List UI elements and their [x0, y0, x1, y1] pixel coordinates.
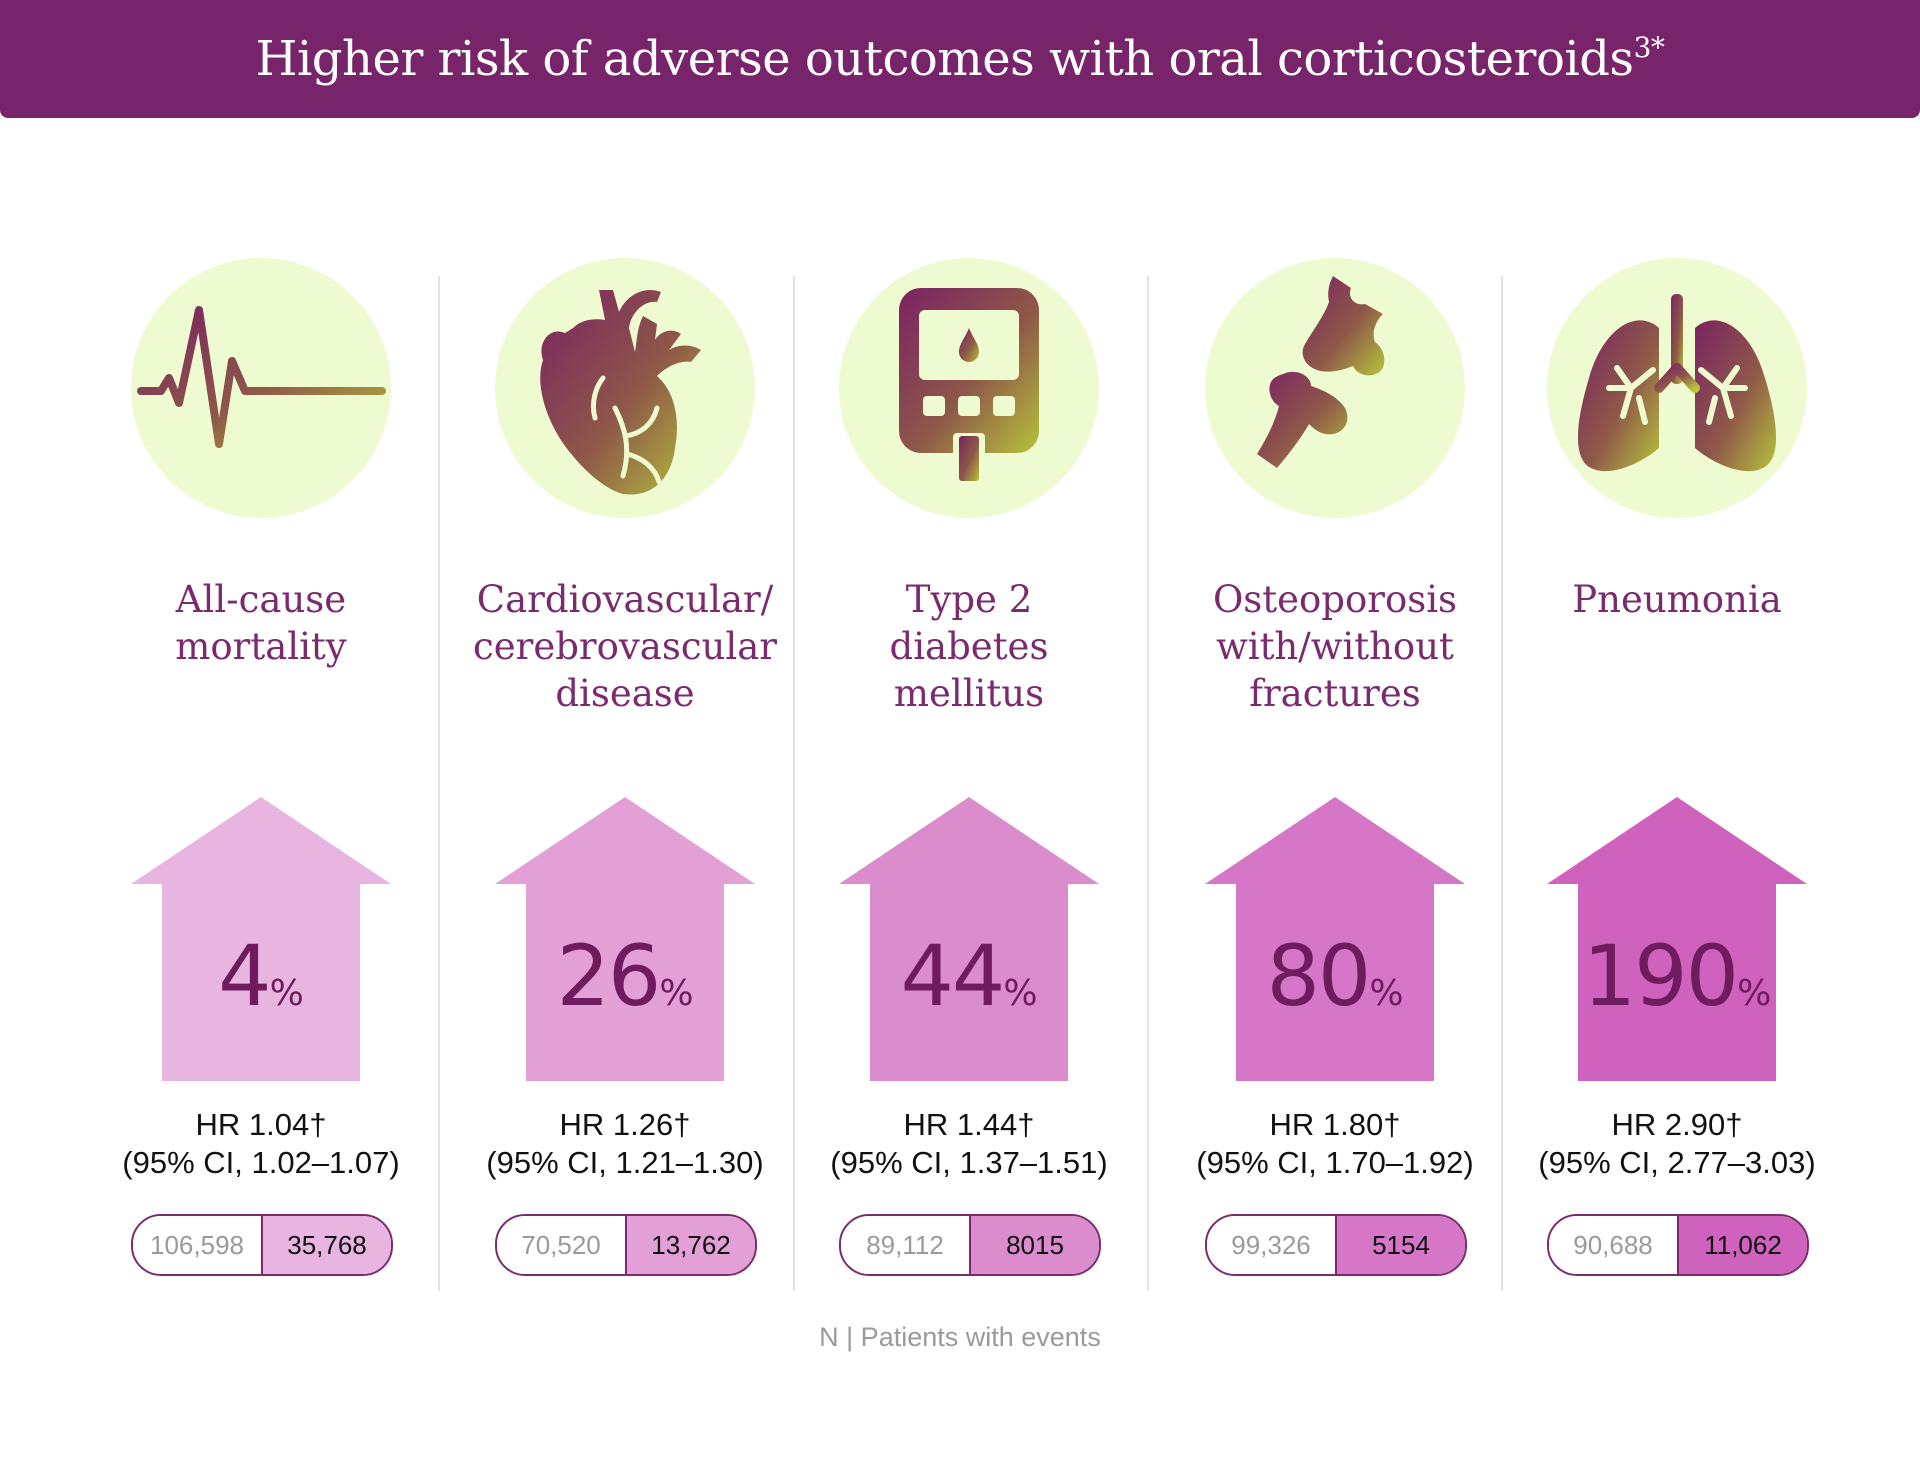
lungs-icon	[1577, 294, 1777, 472]
n-patients: 70,520	[497, 1216, 627, 1274]
column-divider	[1147, 276, 1149, 1291]
bone-joint-icon	[1257, 276, 1385, 468]
increase-arrow: 190%	[1547, 797, 1807, 1081]
increase-arrow: 44%	[839, 797, 1099, 1081]
confidence-interval: (95% CI, 1.02–1.07)	[122, 1145, 400, 1180]
confidence-interval: (95% CI, 1.21–1.30)	[486, 1145, 764, 1180]
increase-arrow: 26%	[495, 797, 755, 1081]
percent-number: 190	[1582, 927, 1739, 1025]
icon-circle	[1547, 258, 1807, 518]
page-title: Higher risk of adverse outcomes with ora…	[256, 31, 1665, 87]
ecg-heartbeat-icon	[137, 306, 386, 448]
patients-with-events: 13,762	[627, 1216, 755, 1274]
patients-with-events: 5154	[1337, 1216, 1465, 1274]
title-line: Type 2	[905, 578, 1033, 621]
outcome-column-mortality: All-cause mortality 4% HR 1.04† (95% CI,…	[91, 0, 431, 1477]
header-banner: Higher risk of adverse outcomes with ora…	[0, 0, 1920, 118]
column-divider	[1501, 276, 1503, 1291]
outcome-column-cardiovascular: Cardiovascular/ cerebrovascular disease …	[455, 0, 795, 1477]
hr-value: HR 2.90†	[1611, 1107, 1743, 1142]
patient-count-pill: 99,326 5154	[1205, 1214, 1467, 1276]
hr-value: HR 1.26†	[559, 1107, 691, 1142]
risk-increase-value: 4%	[131, 927, 391, 1025]
title-superscript: 3*	[1633, 31, 1665, 64]
hazard-ratio: HR 1.80† (95% CI, 1.70–1.92)	[1165, 1106, 1505, 1182]
patients-with-events: 11,062	[1679, 1216, 1807, 1274]
n-patients: 89,112	[841, 1216, 971, 1274]
icon-circle	[839, 258, 1099, 518]
outcome-title: Osteoporosis with/without fractures	[1165, 576, 1505, 717]
title-line: fractures	[1249, 672, 1421, 715]
title-line: Pneumonia	[1572, 578, 1782, 621]
hazard-ratio: HR 1.44† (95% CI, 1.37–1.51)	[799, 1106, 1139, 1182]
increase-arrow: 4%	[131, 797, 391, 1081]
patients-with-events: 35,768	[263, 1216, 391, 1274]
patients-with-events: 8015	[971, 1216, 1099, 1274]
percent-symbol: %	[1737, 973, 1772, 1014]
outcome-title: All-cause mortality	[91, 576, 431, 670]
outcome-column-osteoporosis: Osteoporosis with/without fractures 80% …	[1165, 0, 1505, 1477]
patient-count-pill: 89,112 8015	[839, 1214, 1101, 1276]
outcome-title: Cardiovascular/ cerebrovascular disease	[455, 576, 795, 717]
outcome-column-diabetes: Type 2 diabetes mellitus 44% HR 1.44† (9…	[799, 0, 1139, 1477]
title-line: mortality	[175, 625, 347, 668]
hazard-ratio: HR 1.04† (95% CI, 1.02–1.07)	[91, 1106, 431, 1182]
title-text: Higher risk of adverse outcomes with ora…	[255, 31, 1634, 87]
title-line: All-cause	[175, 578, 347, 621]
hazard-ratio: HR 2.90† (95% CI, 2.77–3.03)	[1507, 1106, 1847, 1182]
hr-value: HR 1.80†	[1269, 1107, 1401, 1142]
heart-icon	[540, 290, 701, 495]
title-line: mellitus	[893, 672, 1045, 715]
percent-number: 44	[900, 927, 1005, 1025]
risk-increase-value: 26%	[495, 927, 755, 1025]
hr-value: HR 1.04†	[195, 1107, 327, 1142]
percent-number: 4	[218, 927, 271, 1025]
outcome-title: Pneumonia	[1507, 576, 1847, 623]
column-divider	[793, 276, 795, 1291]
risk-increase-value: 80%	[1205, 927, 1465, 1025]
title-line: disease	[555, 672, 695, 715]
n-patients: 99,326	[1207, 1216, 1337, 1274]
confidence-interval: (95% CI, 2.77–3.03)	[1538, 1145, 1816, 1180]
risk-increase-value: 44%	[839, 927, 1099, 1025]
title-line: cerebrovascular	[473, 625, 777, 668]
hr-value: HR 1.44†	[903, 1107, 1035, 1142]
increase-arrow: 80%	[1205, 797, 1465, 1081]
icon-circle	[131, 258, 391, 518]
risk-increase-value: 190%	[1547, 927, 1807, 1025]
title-line: Osteoporosis	[1212, 578, 1458, 621]
title-line: diabetes	[889, 625, 1049, 668]
n-patients: 106,598	[133, 1216, 263, 1274]
patient-count-pill: 106,598 35,768	[131, 1214, 393, 1276]
percent-symbol: %	[659, 973, 694, 1014]
percent-number: 26	[556, 927, 661, 1025]
icon-circle	[1205, 258, 1465, 518]
confidence-interval: (95% CI, 1.37–1.51)	[830, 1145, 1108, 1180]
percent-symbol: %	[1369, 973, 1404, 1014]
column-divider	[438, 276, 440, 1291]
patient-count-pill: 70,520 13,762	[495, 1214, 757, 1276]
percent-symbol: %	[269, 973, 304, 1014]
title-line: Cardiovascular/	[476, 578, 774, 621]
outcome-title: Type 2 diabetes mellitus	[799, 576, 1139, 717]
legend-caption: N | Patients with events	[819, 1322, 1101, 1352]
title-line: with/without	[1216, 625, 1454, 668]
patient-count-pill: 90,688 11,062	[1547, 1214, 1809, 1276]
icon-circle	[495, 258, 755, 518]
n-patients: 90,688	[1549, 1216, 1679, 1274]
percent-number: 80	[1266, 927, 1371, 1025]
outcome-column-pneumonia: Pneumonia 190% HR 2.90† (95% CI, 2.77–3.…	[1507, 0, 1847, 1477]
percent-symbol: %	[1003, 973, 1038, 1014]
glucose-meter-icon	[899, 288, 1039, 483]
hazard-ratio: HR 1.26† (95% CI, 1.21–1.30)	[455, 1106, 795, 1182]
confidence-interval: (95% CI, 1.70–1.92)	[1196, 1145, 1474, 1180]
